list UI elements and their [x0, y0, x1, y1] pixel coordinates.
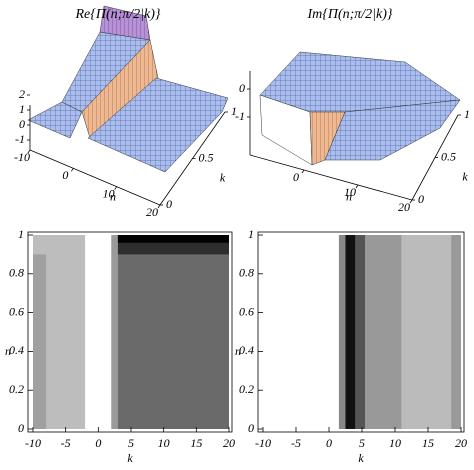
y-tick-label: 0.8: [239, 266, 254, 280]
title: Im{Π(n;π/2|k)}: [306, 7, 392, 22]
z-tick-label: 2: [19, 87, 25, 101]
z-tick-label: 0: [19, 117, 25, 131]
x-tick-label: 15: [190, 436, 202, 450]
y-axis-label: k: [462, 169, 468, 183]
tick-mark: [157, 204, 161, 209]
y-tick-label: 0.5: [199, 150, 214, 164]
x-axis-label: k: [127, 451, 133, 465]
x-axis-label: n: [110, 189, 116, 203]
tick-mark: [27, 149, 31, 154]
y-tick-label: 0.2: [239, 382, 254, 396]
y-tick-label: 0: [248, 421, 254, 435]
tick-mark: [114, 186, 117, 190]
x-tick-label: 15: [422, 436, 434, 450]
title: Re{Π(n;π/2|k)}: [74, 7, 160, 22]
contour-region: [451, 235, 461, 429]
y-tick-label: 1: [464, 107, 470, 121]
y-tick-label: 0: [418, 192, 424, 206]
x-tick-label: 20: [146, 205, 158, 219]
x-tick-label: 0: [293, 170, 299, 184]
y-axis-label: n: [5, 344, 11, 358]
plot-frame: [27, 231, 233, 433]
x-tick-label: 10: [389, 436, 401, 450]
y-tick-label: 1: [248, 227, 254, 241]
x-tick-label: 0: [62, 168, 68, 182]
axis-line: [29, 149, 161, 206]
x-tick-label: 5: [128, 436, 134, 450]
x-tick-label: 20: [398, 200, 410, 214]
y-tick-label: 0: [166, 197, 172, 211]
y-tick-label: 0.4: [239, 343, 254, 357]
contour-region: [85, 235, 112, 429]
x-tick-label: 20: [455, 436, 467, 450]
y-tick-label: 0.6: [9, 304, 24, 318]
y-tick-label: 0.4: [9, 343, 24, 357]
tick-mark: [355, 184, 359, 189]
y-axis-label: k: [220, 170, 226, 184]
tick-mark: [71, 168, 74, 172]
y-tick-label: 1: [18, 227, 24, 241]
x-tick-label: 10: [158, 436, 170, 450]
contour-region: [345, 235, 356, 429]
contour-region: [401, 235, 452, 429]
x-tick-label: 10: [103, 186, 115, 200]
surface-left: [27, 5, 229, 173]
y-tick-label: 1: [231, 104, 237, 118]
x-tick-label: -10: [25, 436, 41, 450]
contour-region: [338, 235, 346, 429]
x-axis-label: k: [358, 451, 364, 465]
x-tick-label: 10: [344, 185, 356, 199]
y-axis-label: n: [235, 344, 241, 358]
z-tick-label: 1: [19, 102, 25, 116]
contour-region: [111, 235, 118, 429]
x-tick-label: -5: [61, 436, 71, 450]
z-tick-label: -1: [235, 109, 245, 123]
plot-frame: [257, 231, 465, 433]
tick-mark: [409, 199, 413, 204]
x-axis-label: n: [346, 189, 352, 203]
x-tick-label: -10: [255, 436, 271, 450]
x-tick-label: -10: [14, 150, 30, 164]
x-tick-label: -5: [291, 436, 301, 450]
x-tick-label: 0: [326, 436, 332, 450]
contour-region: [33, 254, 47, 429]
contour-region: [365, 235, 402, 429]
y-tick-label: 0.6: [239, 304, 254, 318]
y-tick-label: 0.5: [441, 149, 456, 163]
y-tick-label: 0.8: [9, 266, 24, 280]
contour-region: [111, 235, 229, 429]
contour-region: [263, 235, 339, 429]
x-tick-label: 20: [223, 436, 235, 450]
x-tick-label: 0: [95, 436, 101, 450]
y-tick-label: 0.2: [9, 382, 24, 396]
z-tick-label: 0: [239, 81, 245, 95]
tick-mark: [301, 169, 305, 174]
contour-region: [355, 235, 366, 429]
surface-right: [259, 51, 461, 166]
y-tick-label: 0: [18, 421, 24, 435]
contour-region: [117, 235, 229, 243]
x-tick-label: 5: [359, 436, 365, 450]
z-tick-label: -1: [15, 132, 25, 146]
axis-line: [249, 154, 413, 201]
